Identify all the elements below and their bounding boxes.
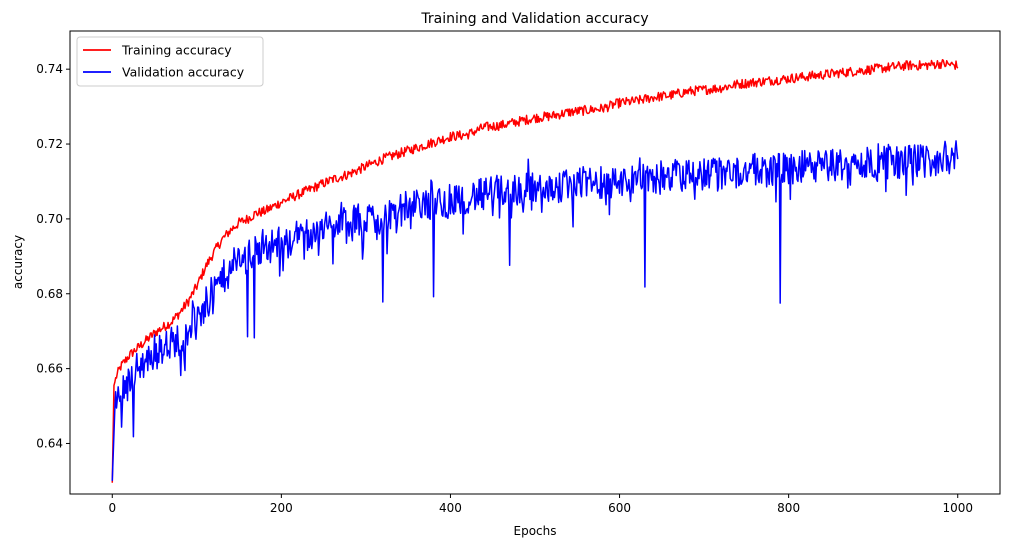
legend-label-validation: Validation accuracy <box>122 65 245 80</box>
y-tick-label: 0.64 <box>36 436 63 450</box>
y-axis-ticks: 0.64 0.66 0.68 0.70 0.72 0.74 <box>36 62 70 450</box>
x-tick-label: 200 <box>270 501 293 515</box>
x-tick-label: 800 <box>777 501 800 515</box>
y-tick-label: 0.66 <box>36 362 63 376</box>
y-axis-label: accuracy <box>11 235 25 289</box>
x-axis-label: Epochs <box>514 524 557 538</box>
series-line-validation <box>111 140 959 481</box>
x-tick-label: 600 <box>608 501 631 515</box>
y-tick-label: 0.70 <box>36 212 63 226</box>
y-tick-label: 0.74 <box>36 62 63 76</box>
x-tick-label: 1000 <box>942 501 973 515</box>
axes-frame <box>69 30 1001 495</box>
legend-label-training: Training accuracy <box>121 43 232 58</box>
legend: Training accuracy Validation accuracy <box>76 36 264 87</box>
x-tick-label: 400 <box>439 501 462 515</box>
y-tick-label: 0.68 <box>36 287 63 301</box>
legend-box <box>76 36 264 87</box>
y-tick-label: 0.72 <box>36 137 63 151</box>
x-axis-ticks: 0 200 400 600 800 1000 <box>108 494 973 515</box>
x-tick-label: 0 <box>108 501 116 515</box>
chart-title: Training and Validation accuracy <box>420 11 648 27</box>
series-line-training <box>111 58 959 483</box>
